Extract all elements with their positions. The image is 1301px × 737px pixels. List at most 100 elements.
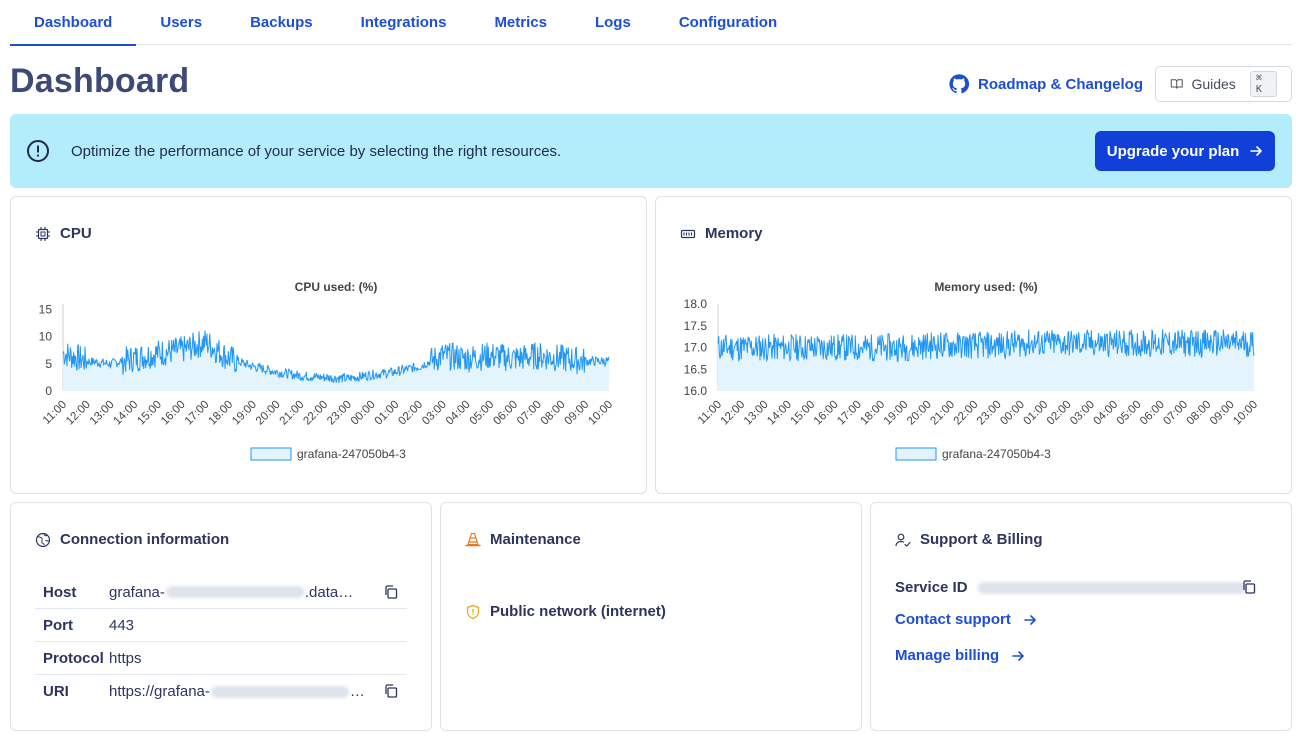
x-tick-label: 13:00 xyxy=(742,399,771,428)
connection-card: Connection information Host grafana- .dat… xyxy=(10,502,432,731)
support-billing-card: Support & Billing Service ID Contact sup… xyxy=(870,502,1292,731)
uri-value: https://grafana- … xyxy=(109,683,365,700)
y-tick-label: 5 xyxy=(45,357,52,371)
x-tick-label: 16:00 xyxy=(159,399,188,428)
y-tick-label: 15 xyxy=(39,302,53,316)
x-tick-label: 05:00 xyxy=(468,399,497,428)
guides-shortcut: ⌘ K xyxy=(1249,71,1277,97)
x-tick-label: 00:00 xyxy=(349,399,378,428)
x-tick-label: 08:00 xyxy=(539,399,568,428)
chart-title: Memory used: (%) xyxy=(934,280,1037,294)
connection-card-title: Connection information xyxy=(35,531,229,548)
x-tick-label: 04:00 xyxy=(444,399,473,428)
connection-row-host: Host grafana- .data… xyxy=(35,576,407,609)
uri-redacted xyxy=(210,685,349,698)
x-tick-label: 01:00 xyxy=(373,399,402,428)
x-tick-label: 15:00 xyxy=(789,399,818,428)
x-tick-label: 09:00 xyxy=(1208,399,1237,428)
copy-uri-icon[interactable] xyxy=(383,683,399,699)
legend-label: grafana-247050b4-3 xyxy=(297,447,406,461)
x-tick-label: 10:00 xyxy=(586,399,615,428)
globe-icon xyxy=(35,532,51,547)
x-tick-label: 05:00 xyxy=(1115,399,1144,428)
y-tick-label: 16.0 xyxy=(684,384,708,398)
protocol-key: Protocol xyxy=(43,649,104,667)
x-tick-label: 18:00 xyxy=(858,399,887,428)
tab-users[interactable]: Users xyxy=(160,14,203,31)
x-tick-label: 18:00 xyxy=(206,399,235,428)
copy-service-id-icon[interactable] xyxy=(1241,579,1257,595)
x-tick-label: 15:00 xyxy=(135,399,164,428)
upgrade-banner: Optimize the performance of your service… xyxy=(10,114,1292,188)
host-value: grafana- .data… xyxy=(109,584,353,601)
x-tick-label: 02:00 xyxy=(396,399,425,428)
port-value: 443 xyxy=(109,616,135,634)
x-tick-label: 11:00 xyxy=(41,399,69,427)
maintenance-card: Maintenance Public network (internet) xyxy=(440,502,862,731)
book-icon xyxy=(1170,79,1183,89)
series-line xyxy=(717,328,1255,363)
cpu-card-title: CPU xyxy=(35,225,92,242)
tab-backups[interactable]: Backups xyxy=(250,14,313,31)
x-tick-label: 16:00 xyxy=(812,399,841,428)
x-tick-label: 06:00 xyxy=(1138,399,1167,428)
tab-dashboard[interactable]: Dashboard xyxy=(10,0,137,46)
x-tick-label: 14:00 xyxy=(112,399,141,428)
x-tick-label: 00:00 xyxy=(998,399,1027,428)
github-icon xyxy=(949,74,970,94)
connection-title-text: Connection information xyxy=(60,531,230,548)
x-tick-label: 10:00 xyxy=(1231,399,1260,428)
y-tick-label: 0 xyxy=(45,384,52,398)
protocol-value: https xyxy=(109,649,142,667)
port-key: Port xyxy=(43,616,73,634)
x-tick-label: 20:00 xyxy=(254,399,283,428)
uri-key: URI xyxy=(43,683,69,700)
x-tick-label: 04:00 xyxy=(1091,399,1120,428)
x-tick-label: 11:00 xyxy=(696,399,724,427)
upgrade-plan-button[interactable]: Upgrade your plan xyxy=(1095,131,1275,171)
uri-suffix: … xyxy=(349,683,365,700)
copy-host-icon[interactable] xyxy=(383,584,399,600)
y-tick-label: 18.0 xyxy=(684,297,708,311)
tab-logs[interactable]: Logs xyxy=(594,14,631,31)
tab-integrations[interactable]: Integrations xyxy=(360,14,447,31)
x-tick-label: 23:00 xyxy=(975,399,1004,428)
x-tick-label: 17:00 xyxy=(835,399,864,428)
guides-button[interactable]: Guides ⌘ K xyxy=(1155,66,1292,102)
x-tick-label: 22:00 xyxy=(301,399,330,428)
x-tick-label: 07:00 xyxy=(515,399,544,428)
y-tick-label: 17.0 xyxy=(684,341,708,355)
memory-chart: Memory used: (%) 16.0 16.5 17.0 17.5 18.0 11:0… xyxy=(684,280,1260,461)
legend-swatch xyxy=(250,447,292,461)
x-tick-label: 13:00 xyxy=(88,399,117,428)
manage-billing-link[interactable]: Manage billing xyxy=(895,647,1025,664)
public-network-row: Public network (internet) xyxy=(465,603,666,620)
tab-configuration[interactable]: Configuration xyxy=(678,14,778,31)
connection-row-uri: URI https://grafana- … xyxy=(35,675,407,708)
x-tick-label: 03:00 xyxy=(420,399,449,428)
upgrade-plan-label: Upgrade your plan xyxy=(1106,142,1240,160)
uri-prefix: https://grafana- xyxy=(109,683,210,700)
host-suffix: .data… xyxy=(304,583,354,601)
x-tick-label: 23:00 xyxy=(325,399,354,428)
service-id-row: Service ID xyxy=(895,579,1247,596)
memory-module-icon xyxy=(680,229,696,238)
x-tick-label: 20:00 xyxy=(905,399,934,428)
cpu-card: CPU CPU used: (%) 0 5 10 15 11:00 12:00 13:00 14… xyxy=(10,196,647,494)
roadmap-changelog-link[interactable]: Roadmap & Changelog xyxy=(948,73,1143,95)
tab-metrics[interactable]: Metrics xyxy=(494,14,547,31)
x-tick-label: 21:00 xyxy=(928,399,957,428)
maintenance-card-title: Maintenance xyxy=(465,531,581,548)
x-tick-label: 09:00 xyxy=(563,399,592,428)
contact-support-link[interactable]: Contact support xyxy=(895,611,1037,628)
x-tick-label: 12:00 xyxy=(719,399,748,428)
x-tick-label: 08:00 xyxy=(1185,399,1214,428)
x-tick-label: 07:00 xyxy=(1161,399,1190,428)
memory-card: Memory Memory used: (%) 16.0 16.5 17.0 17.5 1… xyxy=(655,196,1292,494)
user-check-icon xyxy=(895,533,911,547)
public-network-label: Public network (internet) xyxy=(490,603,666,620)
contact-support-label: Contact support xyxy=(895,611,1011,628)
y-tick-label: 17.5 xyxy=(684,319,708,333)
shield-icon xyxy=(466,604,480,619)
host-key: Host xyxy=(43,583,77,601)
